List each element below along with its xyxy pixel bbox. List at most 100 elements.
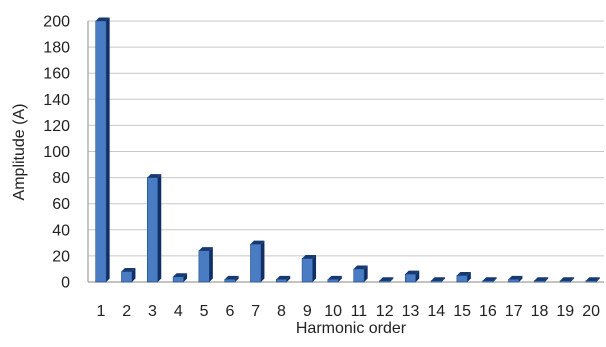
bar-side-harmonic-4: [183, 273, 188, 282]
bar-side-harmonic-1: [106, 17, 110, 282]
bar-side-harmonic-7: [260, 240, 265, 282]
bar-harmonic-9: [301, 255, 317, 283]
y-tick-labels: 0 20 40 60 80 100 120 140 160 180 200: [43, 14, 70, 292]
bar-side-harmonic-11: [364, 265, 368, 282]
bar-harmonic-5: [198, 247, 213, 283]
bar-top-harmonic-12: [379, 277, 394, 281]
bar-harmonic-8: [276, 275, 291, 283]
bar-top-harmonic-19: [560, 277, 575, 281]
y-tick-label-120: 120: [43, 118, 70, 135]
bar-harmonic-6: [224, 275, 239, 283]
bar-harmonic-18: [534, 277, 549, 283]
bar-harmonic-19: [559, 277, 575, 283]
bar-side-harmonic-15: [467, 271, 471, 282]
bar-front-harmonic-4: [172, 276, 184, 283]
bar-front-harmonic-10: [327, 279, 339, 283]
bar-side-harmonic-6: [235, 275, 239, 282]
bar-side-harmonic-2: [131, 268, 136, 282]
bar-side-harmonic-8: [286, 275, 291, 282]
bar-side-harmonic-14: [441, 277, 446, 282]
y-tick-label-180: 180: [43, 40, 70, 57]
bar-top-harmonic-15: [456, 271, 471, 276]
y-tick-label-60: 60: [52, 196, 70, 213]
bar-side-harmonic-17: [518, 275, 523, 282]
bar-side-harmonic-16: [493, 277, 497, 282]
bar-harmonic-17: [508, 275, 523, 283]
x-tick-label-14: 14: [427, 303, 445, 320]
bar-harmonic-10: [327, 275, 342, 283]
bar-side-harmonic-19: [570, 277, 575, 282]
bar-top-harmonic-8: [276, 275, 291, 280]
bar-top-harmonic-4: [173, 273, 188, 277]
bar-top-harmonic-11: [353, 265, 368, 269]
bar-front-harmonic-9: [301, 258, 313, 283]
y-tick-label-40: 40: [52, 222, 70, 239]
x-tick-label-4: 4: [174, 303, 183, 320]
bar-front-harmonic-5: [198, 250, 210, 283]
bar-side-harmonic-18: [544, 277, 549, 282]
bar-side-harmonic-5: [209, 247, 213, 282]
x-tick-label-3: 3: [148, 303, 157, 320]
bar-side-harmonic-20: [596, 277, 600, 282]
x-tick-label-5: 5: [200, 303, 209, 320]
y-tick-label-200: 200: [43, 14, 70, 31]
bar-top-harmonic-2: [121, 268, 136, 272]
bar-harmonic-2: [121, 268, 136, 283]
bar-front-harmonic-13: [405, 273, 416, 283]
bar-front-harmonic-17: [508, 279, 520, 283]
y-tick-label-160: 160: [43, 66, 70, 83]
x-tick-label-13: 13: [402, 303, 420, 320]
bar-front-harmonic-1: [95, 20, 107, 283]
bar-front-harmonic-2: [121, 271, 133, 283]
bar-top-harmonic-16: [482, 277, 497, 281]
bar-top-harmonic-18: [534, 277, 549, 281]
bar-front-harmonic-14: [430, 280, 442, 283]
x-tick-label-17: 17: [505, 303, 523, 320]
bar-front-harmonic-16: [482, 280, 494, 283]
bar-harmonic-20: [585, 277, 600, 283]
bar-top-harmonic-6: [224, 275, 239, 280]
bar-top-harmonic-3: [147, 174, 162, 178]
grid-lines: [87, 20, 604, 283]
x-tick-labels: 1 2 3 4 5 6 7 8 9 10 11 12 13 14 15 16 17 18 19 20: [96, 303, 600, 320]
y-axis-label: Amplitude (A): [11, 104, 28, 201]
bar-side-harmonic-9: [312, 255, 317, 282]
bars: [95, 17, 600, 283]
bar-front-harmonic-20: [585, 280, 597, 283]
bar-front-harmonic-11: [353, 268, 365, 283]
bar-side-harmonic-12: [389, 277, 394, 282]
bar-top-harmonic-9: [302, 255, 317, 259]
bar-harmonic-15: [456, 271, 471, 283]
bar-top-harmonic-7: [250, 240, 265, 245]
bar-top-harmonic-17: [508, 275, 523, 280]
x-tick-label-20: 20: [582, 303, 600, 320]
x-tick-label-7: 7: [251, 303, 260, 320]
bar-front-harmonic-19: [559, 280, 571, 283]
bar-harmonic-7: [250, 240, 265, 283]
bar-front-harmonic-18: [534, 280, 545, 283]
x-tick-label-12: 12: [376, 303, 394, 320]
bar-front-harmonic-7: [250, 243, 262, 283]
y-tick-label-0: 0: [61, 275, 70, 292]
y-tick-label-140: 140: [43, 92, 70, 109]
bar-harmonic-16: [482, 277, 497, 283]
x-axis-label: Harmonic order: [296, 320, 407, 337]
bar-front-harmonic-15: [456, 275, 468, 283]
x-tick-label-15: 15: [453, 303, 471, 320]
bar-harmonic-3: [147, 174, 162, 283]
bar-front-harmonic-12: [379, 280, 391, 283]
bar-harmonic-14: [430, 277, 446, 283]
x-tick-label-6: 6: [225, 303, 234, 320]
bar-harmonic-13: [405, 270, 420, 283]
bar-top-harmonic-10: [327, 275, 342, 280]
x-tick-label-2: 2: [122, 303, 131, 320]
y-tick-label-20: 20: [52, 248, 70, 265]
bar-harmonic-1: [95, 17, 110, 283]
x-tick-label-19: 19: [556, 303, 574, 320]
bar-front-harmonic-3: [147, 177, 158, 283]
bar-front-harmonic-6: [224, 279, 236, 283]
bar-top-harmonic-1: [95, 17, 110, 21]
x-tick-label-8: 8: [277, 303, 286, 320]
bar-side-harmonic-3: [157, 174, 162, 282]
